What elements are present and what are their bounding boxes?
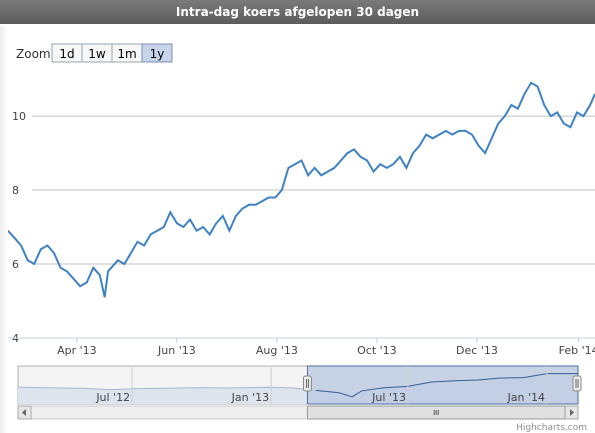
scroll-right-button[interactable] (564, 405, 579, 420)
y-tick-label: 6 (12, 258, 19, 271)
navigator-right-handle[interactable] (572, 375, 582, 392)
navigator[interactable]: Jul '12 Jan '13 Jul '13 Jan '14 (17, 365, 582, 405)
scrollbar[interactable] (17, 405, 579, 420)
arrow-right-icon (570, 409, 574, 416)
chart-title-bar: Intra-dag koers afgelopen 30 dagen (0, 0, 595, 24)
arrow-left-icon (22, 409, 26, 416)
zoom-button-1d[interactable]: 1d (51, 43, 83, 63)
zoom-button-1m[interactable]: 1m (111, 43, 143, 63)
zoom-button-1y[interactable]: 1y (141, 43, 173, 63)
y-tick-label: 8 (12, 184, 19, 197)
navigator-selected-line (315, 373, 578, 398)
x-tick-label: Aug '13 (256, 344, 298, 357)
x-axis: Apr '13 Jun '13 Aug '13 Oct '13 Dec '13 Feb '… (57, 338, 595, 357)
scroll-left-button[interactable] (17, 405, 32, 420)
navigator-selection[interactable] (306, 365, 579, 405)
zoom-button-1w[interactable]: 1w (81, 43, 113, 63)
panel-shadow (0, 26, 8, 433)
x-tick-label: Feb '14 (559, 344, 595, 357)
grid-lines (32, 115, 595, 265)
x-tick-label: Dec '13 (456, 344, 498, 357)
y-tick-label: 10 (12, 110, 26, 123)
navigator-tick-label: Jan '14 (507, 391, 545, 404)
scrollbar-thumb[interactable] (306, 405, 566, 420)
zoom-button-label: 1y (150, 47, 165, 61)
zoom-label: Zoom (16, 47, 51, 61)
credits-link[interactable]: Highcharts.com (516, 423, 587, 433)
zoom-buttons: 1d 1w 1m 1y (51, 43, 173, 63)
price-series-line (8, 81, 595, 298)
x-tick-label: Apr '13 (57, 344, 97, 357)
y-axis: 46810 (12, 110, 26, 345)
navigator-tick-label: Jul '13 (371, 391, 406, 404)
navigator-tick-label: Jul '12 (95, 391, 130, 404)
zoom-button-label: 1m (117, 47, 136, 61)
x-tick-label: Jun '13 (157, 344, 196, 357)
x-tick-label: Oct '13 (357, 344, 397, 357)
zoom-button-label: 1d (59, 47, 74, 61)
navigator-tick-label: Jan '13 (231, 391, 269, 404)
zoom-button-label: 1w (88, 47, 106, 61)
chart-title: Intra-dag koers afgelopen 30 dagen (175, 5, 420, 19)
navigator-left-handle[interactable] (302, 375, 312, 392)
